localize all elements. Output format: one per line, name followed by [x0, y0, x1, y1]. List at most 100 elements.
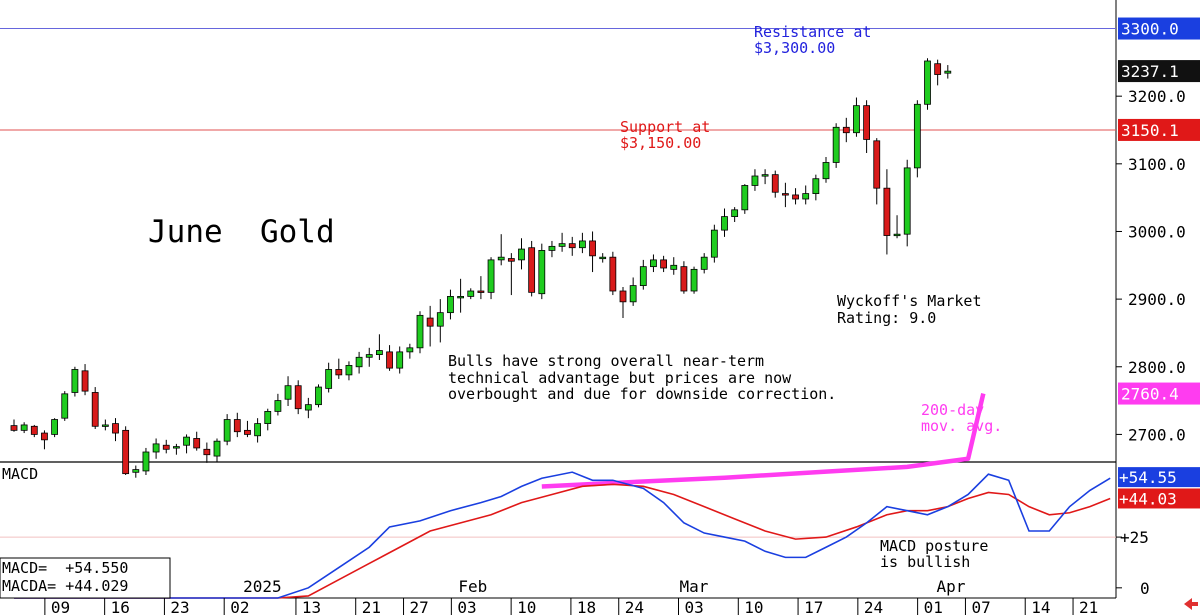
candle-body	[345, 365, 353, 376]
date-tick-label: 03	[457, 598, 476, 615]
candle-body	[721, 216, 728, 231]
candle-body	[142, 451, 150, 472]
candle-body	[101, 424, 109, 427]
candle-body	[477, 290, 485, 293]
candle-body	[162, 444, 170, 450]
candle-body	[680, 266, 688, 292]
date-tick-label: 01	[924, 598, 943, 615]
nav-left-arrow-icon[interactable]	[1184, 598, 1198, 610]
candle-body	[244, 429, 251, 435]
candle-body	[609, 256, 617, 292]
date-tick-label: 21	[1079, 598, 1098, 615]
comment-line-3: overbought and due for downside correcti…	[448, 385, 836, 403]
candle-body	[284, 385, 292, 400]
candle-body	[51, 419, 58, 435]
candle-body	[81, 370, 89, 392]
candle-body	[579, 240, 586, 249]
candle-body	[944, 70, 952, 74]
chart-title: June Gold	[148, 214, 335, 250]
price-tick-label: 2800.0	[1128, 358, 1186, 377]
candle-body	[883, 187, 891, 236]
price-label-text: 2760.4	[1121, 385, 1179, 404]
candle-body	[304, 404, 312, 411]
macda-line	[14, 483, 1111, 599]
moving-average-line	[541, 393, 986, 489]
candle-body	[913, 103, 921, 169]
candle-body	[193, 438, 201, 449]
price-tick-label: 3200.0	[1128, 87, 1186, 106]
date-axis: 09 16 23 02 13 21 27 03 10 18 24 03 10 17 24 01 07 14 21 20…	[44, 577, 1098, 615]
candle-body	[599, 256, 607, 260]
candle-body	[122, 429, 130, 475]
candle-body	[436, 312, 444, 327]
resistance-annotation: Resistance at $3,300.00	[754, 23, 880, 57]
month-label: 2025	[243, 577, 282, 596]
comment-line-2: technical advantage but prices are now	[448, 369, 792, 387]
resistance-annotation-line-2: $3,300.00	[754, 39, 835, 57]
price-axis: 3200.0 3100.0 3000.0 2900.0 2800.0 2700.0	[1116, 87, 1186, 444]
candle-body	[406, 347, 414, 353]
date-tick-label: 24	[864, 598, 883, 615]
macd-label-box	[1118, 488, 1200, 509]
candle-body	[203, 448, 211, 456]
candle-body	[507, 258, 515, 262]
support-annotation-line-2: $3,150.00	[620, 134, 701, 152]
macd-readout-macda: MACDA= +44.029	[2, 577, 128, 595]
candle-body	[650, 259, 657, 268]
date-tick-label: 09	[51, 598, 70, 615]
candle-body	[751, 175, 759, 186]
candle-body	[467, 290, 475, 297]
price-label-text: 3300.0	[1121, 20, 1179, 39]
macd-axis: +25 0	[1116, 528, 1150, 598]
date-tick-label: 10	[744, 598, 763, 615]
comment-annotation: Bulls have strong overall near-term tech…	[448, 352, 836, 403]
price-label-box	[1118, 118, 1200, 141]
candle-body	[731, 209, 739, 217]
candle-body	[934, 63, 942, 75]
candle-body	[20, 424, 28, 431]
candle-body	[873, 140, 881, 189]
price-label-text: 3150.1	[1121, 121, 1179, 140]
candle-body	[741, 185, 749, 211]
macd-tick-label: +25	[1120, 528, 1149, 547]
support-annotation: Support at $3,150.00	[620, 118, 719, 152]
candle-body	[863, 105, 870, 140]
candle-body	[761, 174, 769, 177]
moving-average-annotation-line-1: 200-day	[921, 401, 984, 419]
candle-body	[558, 243, 566, 247]
macd-line	[14, 471, 1111, 599]
candle-body	[375, 350, 383, 355]
month-label: Feb	[458, 577, 487, 596]
price-tick-label: 2900.0	[1128, 290, 1186, 309]
price-label-box	[1118, 382, 1200, 405]
candle-body	[365, 354, 373, 358]
date-tick-label: 07	[971, 598, 990, 615]
date-tick-label: 14	[1031, 598, 1050, 615]
candle-body	[426, 317, 434, 327]
candle-body	[832, 126, 840, 163]
macd-posture-line-1: MACD posture	[880, 537, 988, 555]
macd-label-box	[1118, 467, 1200, 488]
candle-body	[183, 436, 190, 446]
date-tick-label: 21	[362, 598, 381, 615]
candle-body	[903, 167, 911, 235]
candle-body	[771, 174, 779, 193]
candle-body	[152, 443, 160, 453]
candle-body	[132, 469, 140, 473]
date-tick-label: 10	[517, 598, 536, 615]
candle-body	[924, 60, 931, 105]
month-label: Mar	[680, 577, 709, 596]
candle-body	[589, 240, 596, 257]
candle-body	[893, 233, 901, 237]
candle-body	[274, 400, 282, 412]
candle-body	[629, 285, 637, 303]
macd-posture-annotation: MACD posture is bullish	[880, 537, 997, 571]
candle-body	[568, 243, 576, 249]
candle-body	[315, 386, 322, 406]
candlesticks	[10, 58, 952, 478]
candle-body	[792, 194, 799, 200]
candle-body	[91, 392, 99, 427]
candle-body	[660, 259, 667, 269]
candle-body	[548, 245, 556, 251]
comment-line-1: Bulls have strong overall near-term	[448, 352, 764, 370]
